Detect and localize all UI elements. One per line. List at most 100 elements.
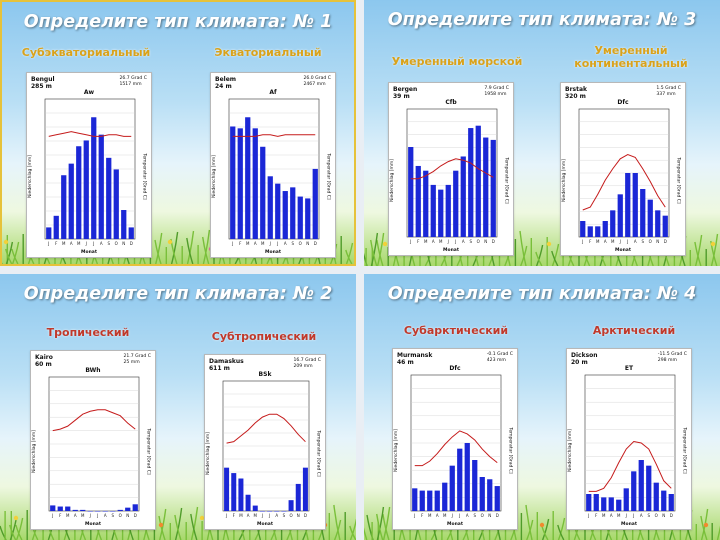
precip-bar <box>647 199 653 237</box>
month-tick: M <box>424 239 428 244</box>
month-tick: M <box>77 241 81 246</box>
station-label: Belem <box>215 76 237 83</box>
precip-bar <box>290 187 296 239</box>
climate-chart-card: Dickson 20 m -11.5 Grad C 298 mm ET Monat Nied… <box>566 348 692 530</box>
temp-line <box>232 134 316 137</box>
station-label: Bengul <box>31 76 55 83</box>
precip-bar <box>638 460 644 511</box>
month-tick: J <box>619 239 621 244</box>
precip-bar <box>275 183 281 239</box>
month-tick: F <box>55 241 58 246</box>
precip-bar <box>668 494 674 511</box>
temp-line <box>410 158 494 180</box>
month-tick: J <box>581 239 583 244</box>
month-tick: S <box>107 241 110 246</box>
month-tick: J <box>587 513 589 518</box>
month-tick: J <box>89 513 91 518</box>
climate-label-left: Субарктический <box>403 324 509 337</box>
precip-bar <box>106 157 112 239</box>
slide-2: Определите тип климата: № 2 Тропический … <box>0 274 356 540</box>
x-axis-label: Monat <box>265 250 281 255</box>
month-tick: J <box>85 241 87 246</box>
precip-bar <box>602 221 608 237</box>
month-tick: J <box>451 513 453 518</box>
station-elevation: 20 m <box>571 359 588 366</box>
precip-bar <box>305 198 311 239</box>
station-name: Bengul 285 m <box>31 76 55 90</box>
month-tick: N <box>126 513 129 518</box>
summary-line: 21.7 Grad C <box>123 354 151 359</box>
month-tick: M <box>81 513 85 518</box>
month-tick: D <box>670 513 673 518</box>
precip-bar <box>617 194 623 237</box>
month-tick: F <box>59 513 62 518</box>
climate-chart-card: Brstak 320 m 1.5 Grad C 337 mm Dfc Monat Niede… <box>560 82 686 256</box>
month-tick: A <box>432 239 435 244</box>
station-label: Damaskus <box>209 358 244 365</box>
month-tick: O <box>481 513 484 518</box>
x-axis-label: Monat <box>447 522 463 527</box>
month-tick: J <box>269 241 271 246</box>
precip-bar <box>102 511 108 512</box>
precip-bar <box>423 170 429 237</box>
station-label: Kairo <box>35 354 53 361</box>
month-tick: F <box>589 239 592 244</box>
month-tick: J <box>225 513 227 518</box>
climate-label-left: Умеренный морской <box>391 55 523 68</box>
climate-summary: -11.5 Grad C 298 mm <box>658 352 687 364</box>
koppen-code: Dfc <box>617 99 629 106</box>
month-tick: J <box>47 241 49 246</box>
month-tick: J <box>409 239 411 244</box>
precip-bar <box>661 490 667 511</box>
x-axis-label: Monat <box>81 250 97 255</box>
month-tick: N <box>306 241 309 246</box>
temp-line <box>414 430 498 467</box>
station-label: Dickson <box>571 352 598 359</box>
climate-label-right: Субтропический <box>211 330 317 343</box>
station-elevation: 39 m <box>393 93 410 100</box>
precip-bar <box>121 210 127 239</box>
precip-bar <box>65 506 71 511</box>
month-tick: M <box>439 239 443 244</box>
month-tick: A <box>70 241 73 246</box>
precip-bar <box>586 494 592 511</box>
month-tick: O <box>115 241 118 246</box>
month-tick: M <box>239 513 243 518</box>
precip-bar <box>297 196 303 239</box>
precip-bar <box>252 505 258 511</box>
month-tick: A <box>462 239 465 244</box>
precip-bar <box>464 443 470 511</box>
climate-chart-card: Belem 24 m 26.0 Grad C 2467 mm Af Monat Nieder… <box>210 72 336 258</box>
precip-bar <box>593 494 599 511</box>
station-elevation: 60 m <box>35 361 52 368</box>
month-tick: J <box>413 513 415 518</box>
precip-bar <box>87 511 93 512</box>
precip-bar <box>625 173 631 237</box>
month-tick: J <box>625 513 627 518</box>
precip-bar <box>415 165 421 237</box>
month-tick: D <box>130 241 133 246</box>
summary-line: 26.7 Grad C <box>119 76 147 81</box>
summary-line: 209 mm <box>293 364 313 369</box>
precip-bar <box>231 473 237 511</box>
precip-bar <box>95 511 101 512</box>
month-tick: S <box>641 239 644 244</box>
precip-bar <box>468 128 474 237</box>
precip-bar <box>595 226 601 237</box>
precip-bar <box>640 189 646 237</box>
station-name: Murmansk 46 m <box>397 352 432 366</box>
summary-line: 16.7 Grad C <box>293 358 321 363</box>
precip-bar <box>302 467 308 511</box>
precip-bar <box>453 170 459 237</box>
slide-3: Определите тип климата: № 3 Умеренный мо… <box>364 0 720 266</box>
month-tick: N <box>656 239 659 244</box>
month-tick: A <box>436 513 439 518</box>
precip-bar <box>281 511 287 512</box>
month-tick: J <box>454 239 456 244</box>
precip-bar <box>457 448 463 511</box>
month-tick: J <box>626 239 628 244</box>
month-tick: F <box>417 239 420 244</box>
